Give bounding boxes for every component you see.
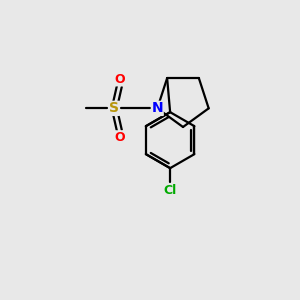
Text: Cl: Cl bbox=[164, 184, 177, 197]
Text: N: N bbox=[152, 101, 163, 115]
Text: S: S bbox=[109, 101, 119, 115]
Text: O: O bbox=[114, 73, 124, 86]
Text: O: O bbox=[114, 131, 124, 144]
